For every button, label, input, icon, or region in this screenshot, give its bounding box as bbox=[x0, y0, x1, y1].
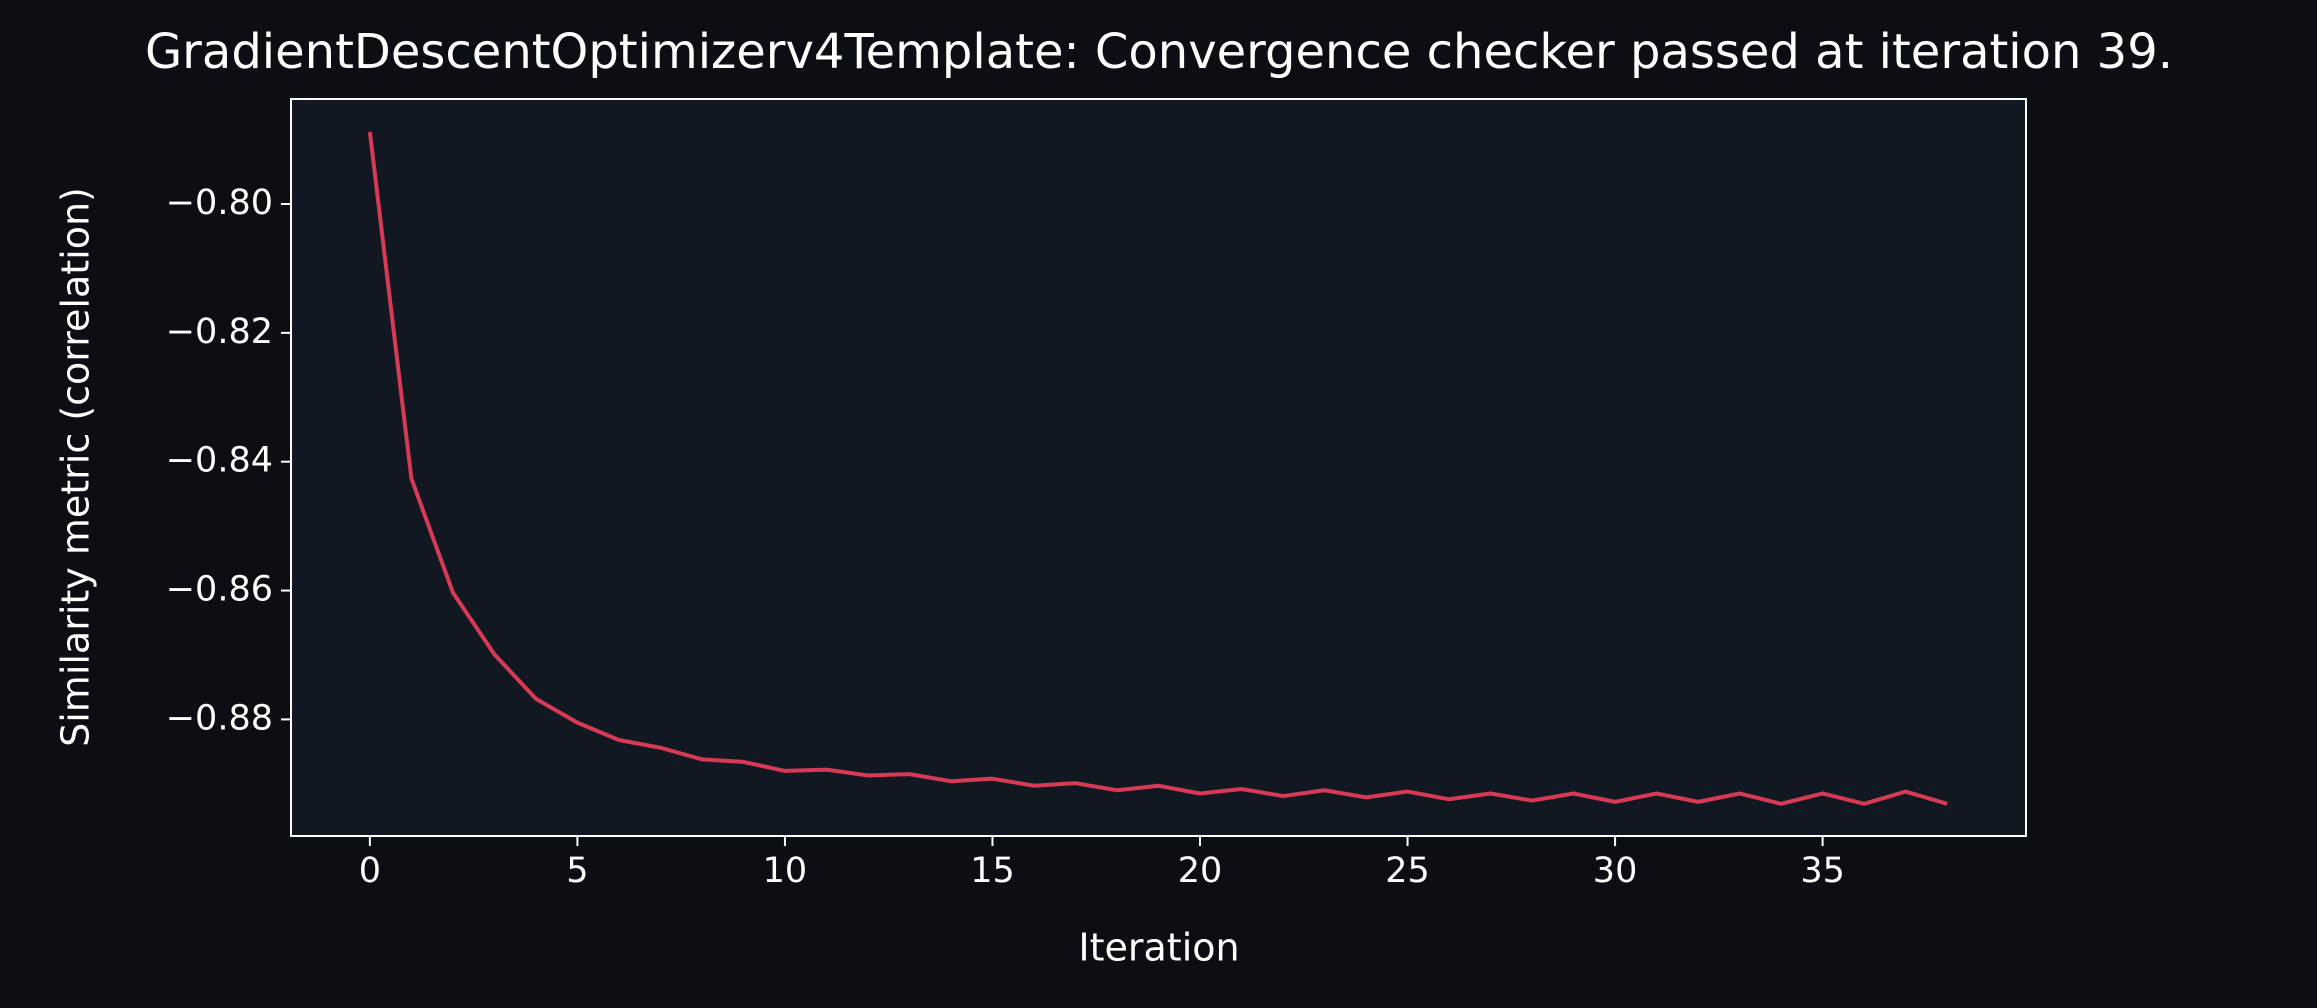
x-tick-label: 25 bbox=[1385, 851, 1430, 891]
y-tick-label: −0.88 bbox=[166, 698, 273, 738]
x-tick-label: 35 bbox=[1800, 851, 1845, 891]
x-tick-label: 0 bbox=[359, 851, 381, 891]
x-tick-label: 10 bbox=[763, 851, 808, 891]
y-tick-label: −0.86 bbox=[166, 570, 273, 610]
y-tick-label: −0.84 bbox=[166, 441, 273, 481]
x-axis-label: Iteration bbox=[1078, 926, 1239, 970]
y-tick-label: −0.82 bbox=[166, 312, 273, 352]
x-tick-label: 20 bbox=[1178, 851, 1223, 891]
chart-title: GradientDescentOptimizerv4Template: Conv… bbox=[145, 24, 2173, 80]
series-line bbox=[367, 131, 1948, 806]
axes-frame bbox=[290, 98, 2027, 837]
x-tick-label: 30 bbox=[1593, 851, 1638, 891]
y-tick-label: −0.80 bbox=[166, 183, 273, 223]
x-tick-label: 5 bbox=[566, 851, 588, 891]
y-axis-label: Similarity metric (correlation) bbox=[54, 187, 98, 747]
plot-area bbox=[291, 99, 2026, 836]
x-tick-label: 15 bbox=[970, 851, 1015, 891]
